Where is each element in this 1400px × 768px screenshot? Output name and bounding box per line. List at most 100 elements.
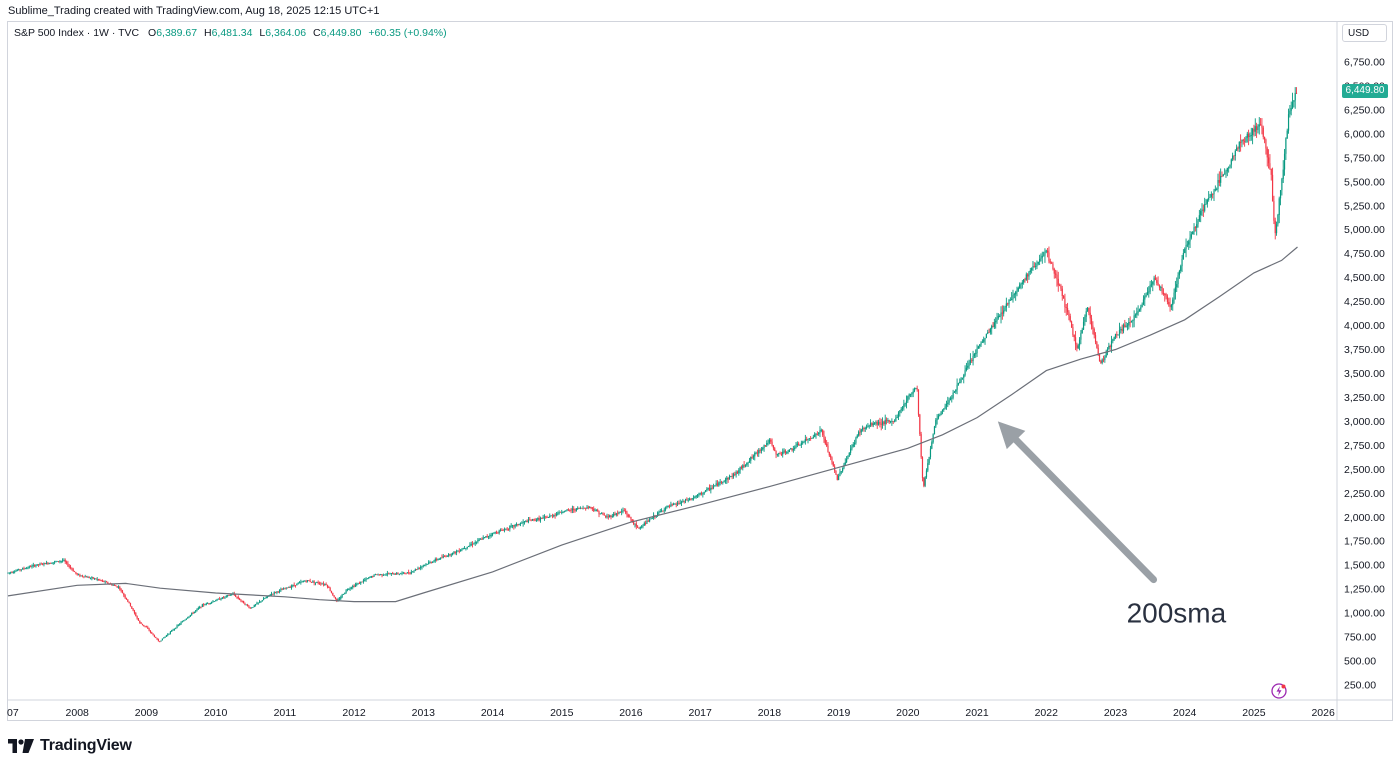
candle-body-up <box>887 420 889 422</box>
x-tick-label: 2015 <box>550 707 574 719</box>
candle-body-up <box>948 400 950 403</box>
candle-body-up <box>984 338 986 340</box>
candle-body-up <box>768 439 771 443</box>
candle-body-up <box>641 526 643 528</box>
candle-body-down <box>1027 274 1029 277</box>
candle-body-up <box>390 573 392 574</box>
candle-body-up <box>1141 304 1143 308</box>
candle-body-down <box>1096 342 1098 348</box>
candle-body-up <box>562 512 564 513</box>
y-tick-label: 2,750.00 <box>1344 440 1385 452</box>
candle-body-down <box>578 507 580 509</box>
candle-body-down <box>751 457 753 458</box>
candle-series[interactable] <box>7 87 1298 643</box>
candle-body-down <box>121 590 124 594</box>
candle-body-down <box>1265 139 1267 149</box>
candle-body-down <box>376 574 378 576</box>
candle-body-down <box>637 526 639 528</box>
candle-body-up <box>1025 274 1027 280</box>
candle-body-down <box>120 589 122 591</box>
candle-body-up <box>1126 325 1129 327</box>
candle-body-up <box>912 391 914 394</box>
candle-body-up <box>643 523 645 526</box>
candle-body-up <box>450 554 452 556</box>
candle-body-down <box>325 584 327 585</box>
candle-body-down <box>34 564 36 567</box>
candle-body-up <box>621 511 623 513</box>
y-tick-label: 750.00 <box>1344 632 1376 644</box>
annotation-arrow-shaft <box>1012 436 1158 584</box>
y-axis[interactable]: 250.00 500.00 750.00 1,000.00 1,250.00 1,500.… <box>1336 21 1385 721</box>
candle-body-down <box>92 577 94 579</box>
chart-attribution: Sublime_Trading created with TradingView… <box>8 5 380 17</box>
candle-body-up <box>1029 270 1031 272</box>
candle-body-up <box>316 582 318 583</box>
candle-body-down <box>83 576 85 578</box>
candle-body-down <box>486 536 488 537</box>
candle-body-up <box>1086 307 1089 312</box>
candle-body-up <box>855 437 857 443</box>
candle-body-up <box>221 597 223 599</box>
x-axis[interactable]: 2008 2009 2010 2011 2012 2013 2014 2015 2016 2017… <box>7 699 1393 719</box>
candle-body-up <box>1045 250 1047 252</box>
symbol-label[interactable]: S&P 500 Index · 1W · TVC <box>14 27 140 39</box>
candle-body-up <box>489 535 491 537</box>
candle-body-up <box>224 596 226 598</box>
candle-body-up <box>53 561 56 563</box>
candle-body-down <box>151 632 153 634</box>
candle-body-up <box>1236 147 1238 151</box>
candle-body-up <box>1188 241 1190 245</box>
candle-body-down <box>1263 136 1266 140</box>
currency-button[interactable]: USD <box>1342 24 1387 42</box>
annotation-arrow[interactable] <box>997 421 1158 584</box>
candle-body-down <box>136 616 138 619</box>
candle-body-down <box>394 573 396 575</box>
lightning-bolt-icon[interactable] <box>1271 683 1287 699</box>
candle-body-down <box>219 598 221 600</box>
candle-body-down <box>42 563 44 565</box>
candle-body-up <box>991 325 993 329</box>
candle-body-up <box>997 316 999 318</box>
candle-body-up <box>401 572 403 574</box>
candle-body-up <box>1117 334 1119 336</box>
candle-body-up <box>96 579 98 580</box>
candle-body-up <box>937 415 940 419</box>
candle-body-up <box>503 529 506 531</box>
candle-body-down <box>1255 126 1258 131</box>
candle-body-down <box>626 512 628 515</box>
candle-body-up <box>748 460 751 463</box>
candle-body-up <box>421 566 423 568</box>
candle-body-down <box>822 429 824 435</box>
candle-body-up <box>494 532 496 534</box>
sma-line[interactable] <box>7 246 1298 603</box>
candle-body-down <box>526 520 528 522</box>
candle-body-up <box>1016 290 1018 293</box>
candle-body-up <box>561 512 563 514</box>
candle-body-down <box>409 573 411 575</box>
candle-body-up <box>907 396 909 401</box>
candle-body-up <box>176 625 178 629</box>
candle-body-down <box>243 600 245 604</box>
candle-body-up <box>205 603 207 605</box>
candle-body-up <box>895 417 897 422</box>
candle-body-down <box>501 530 503 531</box>
y-tick-label: 1,250.00 <box>1344 584 1385 596</box>
candle-body-up <box>437 559 439 561</box>
candle-body-up <box>446 555 448 557</box>
candle-body-up <box>366 578 369 580</box>
candle-body-up <box>649 519 651 522</box>
x-tick-label: 2011 <box>274 707 297 719</box>
x-tick-label: 2018 <box>758 707 782 719</box>
candle-body-up <box>891 421 893 423</box>
candle-body-up <box>1278 198 1280 216</box>
candle-body-down <box>1048 252 1050 262</box>
candle-body-down <box>147 627 149 629</box>
candle-body-down <box>573 508 575 510</box>
candle-body-up <box>1225 171 1227 174</box>
candle-body-up <box>959 381 961 383</box>
tradingview-watermark[interactable]: TradingView <box>8 736 132 756</box>
candle-body-up <box>815 433 817 435</box>
candle-body-down <box>623 510 625 512</box>
candle-body-down <box>237 597 239 599</box>
